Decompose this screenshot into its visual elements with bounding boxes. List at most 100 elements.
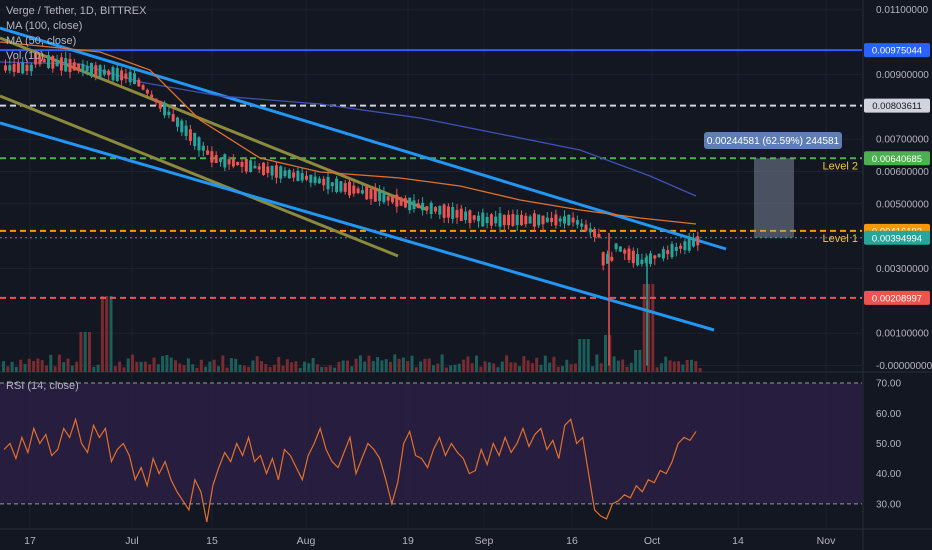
candle-body (64, 58, 68, 72)
volume-bar (397, 358, 401, 372)
candle-body (421, 202, 425, 211)
volume-bar (651, 284, 655, 372)
candle-body (214, 155, 218, 164)
candle-body (627, 248, 631, 261)
candle-body (98, 65, 102, 78)
volume-bar (281, 365, 285, 372)
level-name-label: Level 2 (823, 160, 858, 172)
candle-body (223, 154, 227, 168)
volume-bar (440, 354, 444, 372)
candle-body (657, 253, 661, 258)
candle-body (72, 62, 76, 71)
volume-bar (143, 361, 147, 372)
volume-bar (548, 362, 552, 372)
candle-body (567, 214, 571, 226)
volume-bar (191, 364, 195, 372)
candle-body (128, 71, 132, 83)
candle-body (614, 243, 618, 250)
volume-bar (100, 296, 104, 372)
volume-bar (2, 361, 5, 372)
volume-bar (152, 357, 156, 372)
volume-bar (251, 360, 255, 372)
volume-bar (565, 359, 569, 372)
volume-bar (315, 364, 319, 372)
volume-bar (401, 357, 405, 372)
candle-body (541, 215, 545, 225)
volume-bar (341, 360, 345, 372)
volume-bar (384, 359, 388, 372)
candle-body (236, 161, 240, 166)
candle-body (274, 165, 278, 178)
candle-body (167, 111, 171, 116)
candle-body (25, 64, 29, 72)
time-tick-label: 15 (206, 535, 218, 547)
volume-bar (690, 359, 693, 372)
volume-bar (487, 362, 491, 372)
candle-body (416, 203, 420, 209)
candle-body (171, 114, 175, 122)
volume-bar (290, 362, 294, 372)
candle-body (176, 117, 179, 127)
candle-body (326, 176, 330, 190)
candle-body (55, 59, 59, 67)
candle-body (352, 185, 356, 194)
candle-body (477, 215, 480, 222)
candle-body (68, 58, 72, 73)
volume-bar (604, 335, 607, 372)
volume-bar (122, 367, 126, 372)
time-tick-label: Jul (125, 535, 138, 547)
candle-body (558, 218, 562, 222)
candle-body (649, 253, 652, 264)
candle-body (335, 178, 339, 193)
volume-bar (70, 365, 74, 372)
volume-bar (573, 363, 577, 372)
volume-bar (647, 284, 650, 372)
volume-bar (638, 350, 642, 372)
candle-body (481, 212, 485, 227)
volume-bar (272, 364, 276, 372)
volume-bar (427, 358, 431, 372)
candle-body (494, 216, 498, 224)
candle-body (636, 253, 640, 266)
volume-bar (410, 355, 414, 372)
candle-body (601, 252, 605, 266)
volume-bar (393, 354, 397, 372)
volume-bar (32, 361, 36, 372)
volume-bar (423, 358, 427, 372)
candle-body (468, 210, 472, 224)
candle-body (253, 165, 257, 169)
volume-bar (135, 361, 139, 372)
volume-bar (522, 356, 526, 372)
candle-body (141, 85, 145, 90)
volume-bar (156, 364, 160, 372)
volume-bar (659, 363, 663, 372)
volume-bar (483, 361, 487, 372)
volume-bar (457, 363, 461, 372)
ma50-line (0, 41, 697, 225)
volume-bar (625, 366, 629, 372)
volume-bar (298, 367, 302, 372)
candle-body (498, 213, 502, 227)
volume-bar (311, 357, 315, 372)
candle-body (4, 65, 7, 71)
volume-bar (530, 363, 534, 372)
time-tick-label: Nov (817, 535, 836, 547)
rsi-tick-label: 30.00 (876, 499, 901, 510)
candle-body (442, 204, 446, 218)
candle-body (532, 213, 536, 227)
candle-body (343, 183, 347, 192)
candle-body (683, 241, 687, 251)
candle-body (90, 62, 93, 77)
candle-body (249, 160, 253, 173)
candle-body (8, 65, 12, 71)
candle-body (472, 215, 476, 220)
candle-body (59, 57, 63, 71)
candle-body (399, 197, 403, 206)
candle-body (640, 259, 644, 265)
candle-body (511, 214, 515, 226)
candle-body (692, 238, 695, 247)
price-tick-label: 0.00500000 (876, 199, 929, 210)
volume-bar (333, 367, 337, 372)
